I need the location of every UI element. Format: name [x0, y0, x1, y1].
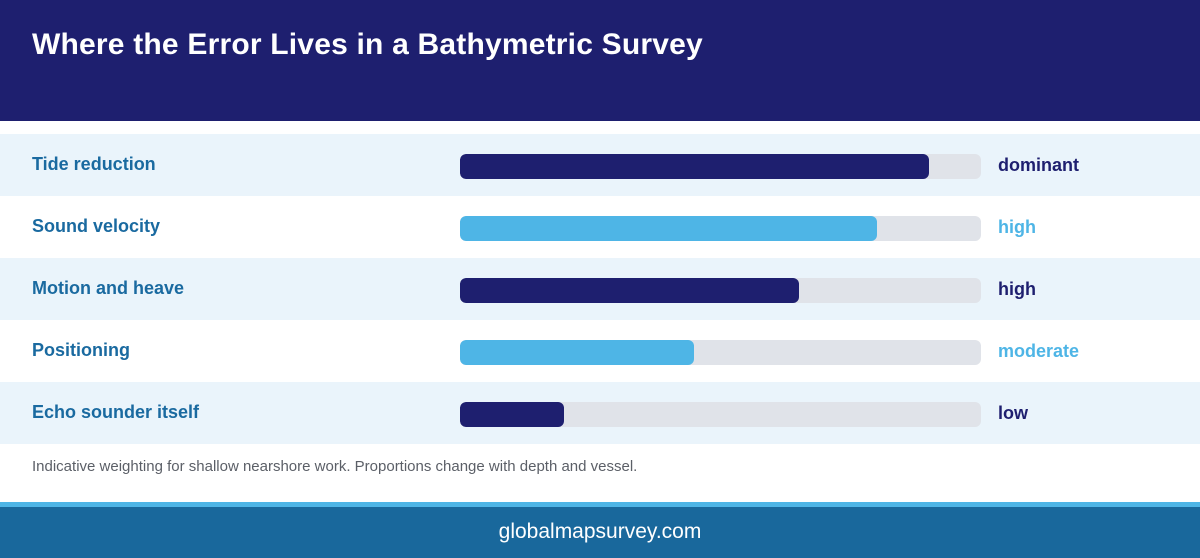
category-label: Tide reduction [32, 154, 156, 174]
bar-chart: Tide reduction dominant Sound velocity high… [0, 134, 1200, 444]
value-label: high [998, 217, 1036, 237]
header-banner: Where the Error Lives in a Bathymetric S… [0, 0, 1200, 121]
category-label: Positioning [32, 340, 130, 360]
chart-title: Where the Error Lives in a Bathymetric S… [32, 28, 703, 61]
value-label: dominant [998, 155, 1079, 175]
bar [460, 340, 694, 365]
bar-row: Sound velocity high [0, 196, 1200, 258]
category-label: Sound velocity [32, 216, 161, 236]
bar-track [460, 216, 981, 241]
bar-row: Tide reduction dominant [0, 134, 1200, 196]
footer-site-link[interactable]: globalmapsurvey.com [498, 520, 702, 543]
bar [460, 154, 929, 179]
bar [460, 402, 564, 427]
bar-row: Echo sounder itself low [0, 382, 1200, 444]
value-label: low [998, 403, 1028, 423]
value-label: moderate [998, 341, 1080, 361]
footer: globalmapsurvey.com [0, 507, 1200, 558]
bar-track [460, 340, 981, 365]
value-label: high [998, 279, 1036, 299]
category-label: Motion and heave [32, 278, 185, 298]
category-label: Echo sounder itself [32, 402, 200, 422]
footer-accent-line [0, 502, 1200, 507]
bar-track [460, 154, 981, 179]
bar-track [460, 278, 981, 303]
bar-track [460, 402, 981, 427]
bar [460, 216, 877, 241]
bar-row: Positioning moderate [0, 320, 1200, 382]
footnote: Indicative weighting for shallow nearsho… [32, 458, 638, 475]
bar [460, 278, 799, 303]
bar-row: Motion and heave high [0, 258, 1200, 320]
